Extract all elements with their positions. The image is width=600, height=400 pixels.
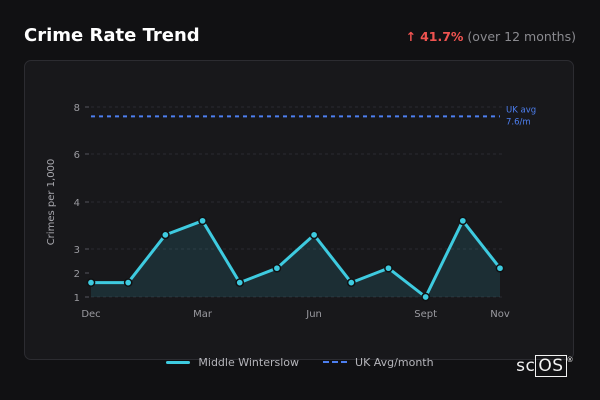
data-point	[123, 278, 133, 287]
legend-item-series[interactable]: Middle Winterslow	[166, 356, 299, 369]
x-tick-label: Sept	[414, 309, 437, 320]
y-tick-label: 4	[74, 198, 80, 209]
chart-card	[24, 60, 574, 360]
series-area	[91, 220, 500, 297]
y-axis-label: Crimes per 1,000	[46, 159, 57, 246]
reference-label: UK avg	[506, 105, 536, 115]
x-tick-label: Nov	[490, 309, 510, 320]
legend-swatch-series	[166, 360, 191, 364]
logo-prefix: sc	[516, 356, 536, 376]
change-note: (over 12 months)	[467, 29, 576, 44]
chart-legend: Middle Winterslow UK Avg/month	[0, 353, 600, 371]
data-point	[161, 230, 170, 240]
series-line	[91, 219, 502, 299]
legend-label-series: Middle Winterslow	[198, 355, 300, 369]
data-point	[346, 278, 356, 287]
legend-label-reference: UK Avg/month	[355, 355, 434, 369]
data-point	[198, 216, 207, 226]
change-indicator: ↑ 41.7% (over 12 months)	[406, 29, 576, 44]
data-point	[421, 292, 430, 302]
brand-logo: sc OS ®	[516, 355, 574, 377]
x-tick-label: Dec	[81, 309, 100, 320]
data-point	[235, 278, 245, 287]
data-point	[384, 263, 393, 273]
y-tick-label: 8	[74, 103, 80, 114]
x-tick-label: Jun	[305, 309, 322, 320]
y-tick-label: 2	[74, 269, 80, 280]
y-tick-label: 6	[74, 150, 80, 161]
x-tick-label: Mar	[193, 309, 213, 320]
change-percent: 41.7%	[420, 29, 464, 44]
data-point	[458, 216, 468, 226]
data-point	[495, 263, 505, 273]
y-tick-label: 3	[74, 245, 80, 256]
logo-registered: ®	[566, 356, 574, 364]
chart-title: Crime Rate Trend	[24, 25, 200, 46]
y-tick-label: 1	[74, 293, 80, 304]
logo-box: OS	[535, 355, 567, 377]
data-point	[272, 263, 282, 273]
data-point	[86, 278, 96, 287]
data-point	[309, 230, 319, 240]
legend-swatch-reference	[323, 361, 348, 363]
trend-up-icon: ↑	[405, 29, 417, 44]
reference-value-label: 7.6/m	[506, 117, 531, 127]
legend-item-reference[interactable]: UK Avg/month	[323, 356, 434, 369]
